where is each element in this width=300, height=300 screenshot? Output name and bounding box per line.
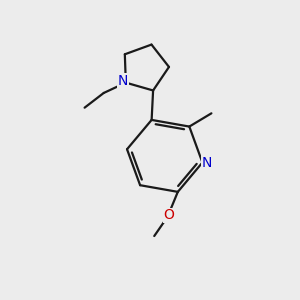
Text: N: N xyxy=(118,74,128,88)
Text: O: O xyxy=(164,208,174,222)
Text: N: N xyxy=(202,155,212,170)
